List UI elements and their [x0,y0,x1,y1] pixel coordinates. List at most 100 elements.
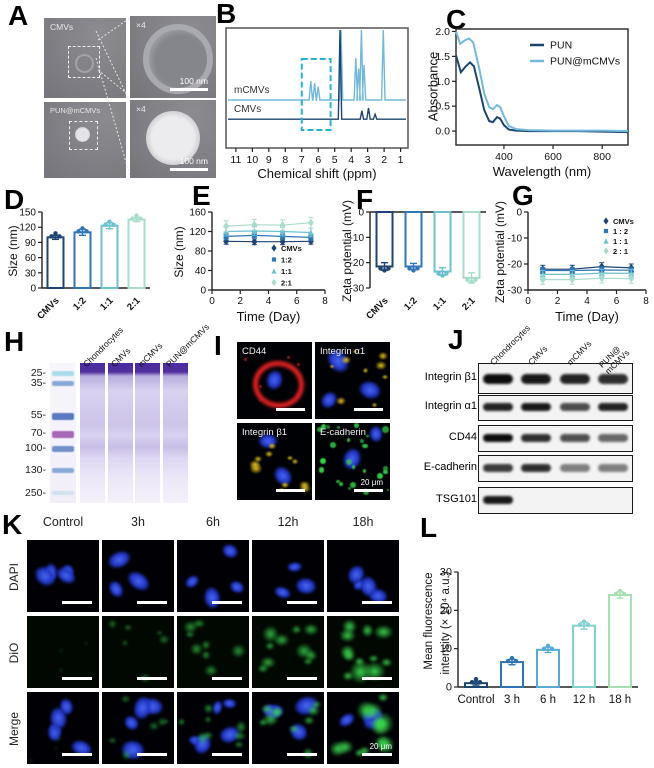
tem-label: CMVs [50,22,74,32]
dio-signal [28,758,34,764]
ladder-band [52,446,74,452]
panel-i-letter: I [214,330,222,361]
data-point [49,234,54,239]
x-axis-label: Time (Day) [555,309,619,324]
dio-signal [199,648,213,661]
integrin-stain [291,458,300,465]
ecadherin-speck [383,470,388,475]
dio-signal [55,736,62,742]
ladder-lane [50,363,76,503]
mw-marker-label: 130- [24,464,46,476]
bar [73,231,92,289]
if-image-label: Integrin α1 [320,346,366,357]
nmr-trace [228,29,406,120]
data-point [111,222,116,227]
timepoint-header: 3h [131,515,145,529]
tick-label: 40 [195,266,207,277]
k-cell-merge-1 [102,692,174,764]
dio-signal [120,638,129,648]
panel-k-uptake-timecourse: Control 3h 6h 12h 18h DAPI DiO Merge 20 μm [0,513,420,768]
dio-signal [203,715,213,724]
ecadherin-speck [359,438,364,443]
tick-label: 10 [440,643,452,655]
tick-label: 6 [315,154,321,166]
scalebar [287,677,317,680]
if-image-itb1: Integrin β1 [237,423,312,500]
tick-label: 20 [440,605,452,617]
data-point [617,588,623,594]
dio-signal [202,701,216,715]
tick-label: 0 [516,208,522,219]
data-point [465,277,470,283]
bar [433,211,452,273]
ecadherin-speck [317,426,324,433]
channel-row-label: DAPI [7,563,21,592]
dio-signal [367,654,380,663]
if-image-ecad: E-cadherin 20 μm [315,423,390,500]
red-speck [243,357,247,361]
bar [572,624,596,688]
tick-label: 4 [266,296,272,307]
data-point [505,658,511,664]
red-speck [287,355,291,359]
timepoint-header: 12h [277,515,299,529]
dio-signal [334,737,356,756]
tick-label: 30 [25,268,37,279]
blot-band [598,433,628,442]
data-point [134,213,139,218]
if-image-label: Integrin β1 [242,427,288,438]
tick-label: 1.5 [435,51,450,63]
legend-label: 1:1 [281,267,292,276]
k-cell-merge-4: 20 μm [327,692,399,764]
integrin-stain [352,349,359,355]
tick-label: 120 [189,227,206,238]
integrin-stain [285,454,294,462]
k-cell-dapi-4 [327,540,399,612]
dio-signal [191,617,207,630]
series-line [542,269,632,272]
category-label: 2:1 [125,295,143,313]
nucleus [114,733,152,764]
trace-label: mCMVs [234,85,270,96]
nucleus [198,581,225,612]
data-point [411,268,416,273]
series-line [542,277,632,281]
scalebar [362,677,392,680]
ecadherin-speck [349,482,356,489]
tick-label: 0 [200,286,206,297]
scalebar [212,677,242,680]
mw-marker-label: 25- [30,367,46,379]
x-axis-label: Chemical shift (ppm) [257,166,376,181]
tick-label: 7 [299,154,305,166]
blot-row-label: TSG101 [436,492,477,505]
k-cell-merge-3 [252,692,324,764]
channel-row-label: Merge [7,712,21,747]
legend-label: 1 : 2 [613,227,628,236]
bar [46,236,65,289]
k-cell-dapi-1 [102,540,174,612]
marker [628,274,635,283]
dio-signal [201,662,220,678]
data-point [477,679,483,685]
legend-label: CMVs [281,244,302,253]
bar [100,224,119,289]
scalebar [170,168,208,171]
red-speck [258,398,262,402]
plot-box [455,28,629,146]
x-axis-label: Wavelength (nm) [493,164,592,179]
blot-band [521,433,551,442]
marker [251,220,258,229]
fluorescence-intensity-bar-chart: 0 10 20 30 Control 3 h 6 h 12 h 18 h [440,567,638,706]
blot-band [521,403,551,411]
dio-signal [57,647,64,654]
scalebar [354,408,383,411]
scalebar [276,489,305,492]
scalebar-label: 100 nm [179,76,208,86]
dio-signal [199,639,213,651]
tick-label: 2.0 [435,26,450,38]
ecadherin-speck [362,469,367,473]
blot-band [598,373,628,384]
ecadherin-speck [366,434,369,438]
